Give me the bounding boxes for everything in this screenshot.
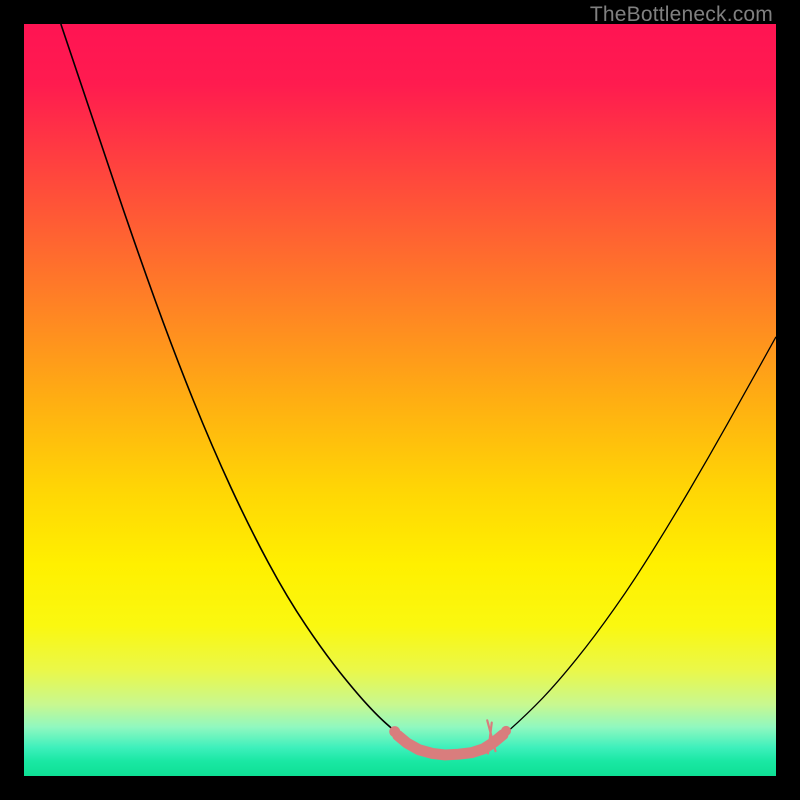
bottleneck-chart <box>24 24 776 776</box>
watermark-text: TheBottleneck.com <box>590 3 773 27</box>
gradient-background <box>24 24 776 776</box>
